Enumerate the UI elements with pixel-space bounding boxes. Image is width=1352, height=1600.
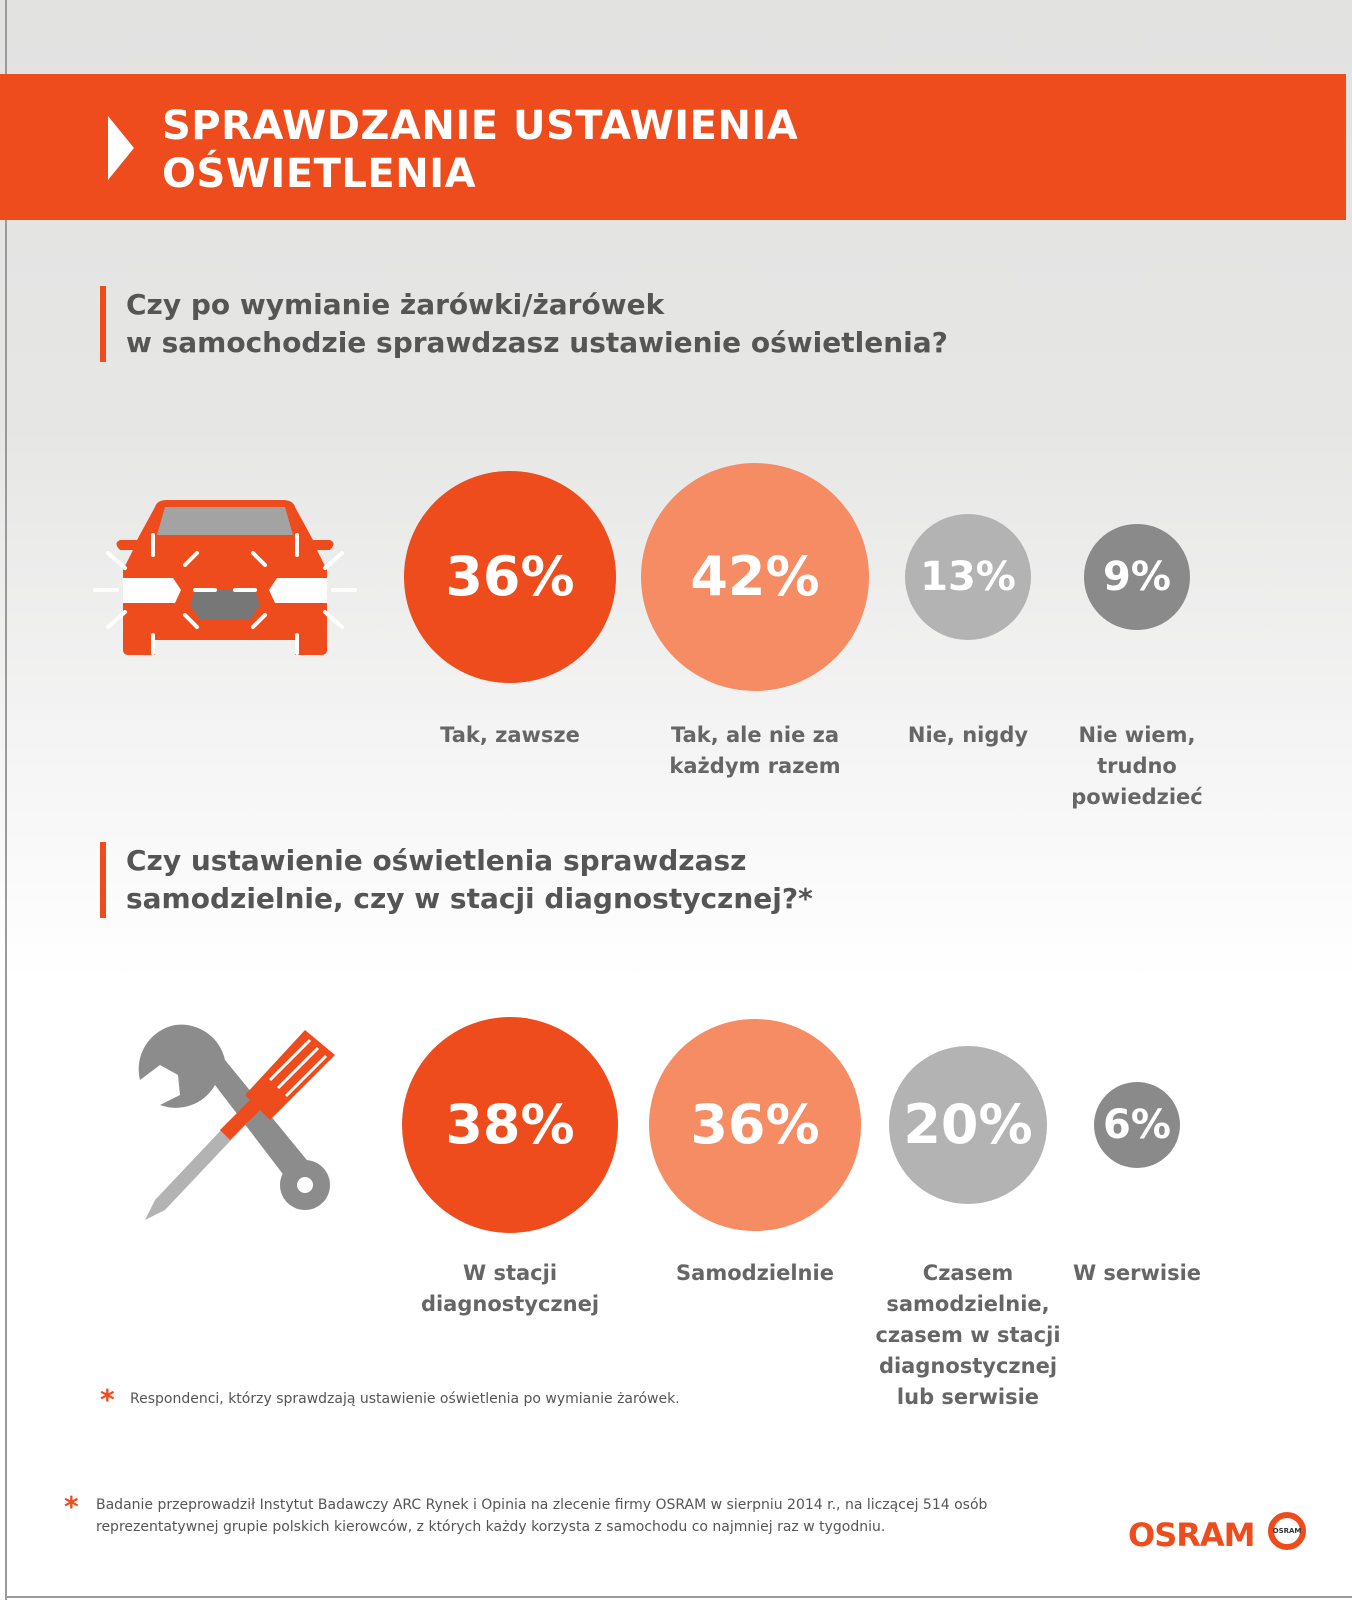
asterisk-icon: *: [64, 1490, 79, 1523]
bubble: 6%: [1093, 1081, 1181, 1169]
bubble-value-label: 9%: [1103, 553, 1171, 600]
bubble-value-label: 36%: [690, 1093, 820, 1157]
bubble: 38%: [401, 1016, 619, 1234]
osram-bulb-logo: OSRAM: [1268, 1512, 1306, 1550]
header-banner: SPRAWDZANIE USTAWIENIA OŚWIETLENIA: [0, 74, 1346, 220]
bubble: 9%: [1084, 524, 1190, 630]
survey-note: Badanie przeprowadził Instytut Badawczy …: [96, 1494, 987, 1538]
bubble-value-label: 20%: [903, 1093, 1033, 1157]
bubble: 20%: [889, 1046, 1047, 1204]
category-label: Samodzielnie: [676, 1261, 834, 1285]
category-label: Nie wiem, trudno powiedzieć: [1071, 723, 1203, 809]
category-label: W serwisie: [1072, 1261, 1202, 1285]
title-line2: OŚWIETLENIA: [162, 151, 477, 197]
question-2: Czy ustawienie oświetlenia sprawdzasz sam…: [100, 842, 813, 918]
q1-line1: Czy po wymianie żarówki/żarówek: [126, 288, 665, 321]
bubble-value-label: 13%: [920, 553, 1016, 600]
category-label: Czasem samodzielnie, czasem w stacji dia…: [875, 1261, 1061, 1409]
respondents-note: Respondenci, którzy sprawdzają ustawieni…: [130, 1391, 680, 1407]
frame-bottom: [5, 1596, 1352, 1598]
category-label: W stacji diagnostycznej: [420, 1261, 600, 1316]
category-label: Tak, zawsze: [440, 723, 580, 747]
category-label: Nie, nigdy: [907, 723, 1029, 747]
arrow-icon: [108, 116, 134, 180]
q2-line1: Czy ustawienie oświetlenia sprawdzasz: [126, 844, 747, 877]
question-1: Czy po wymianie żarówki/żarówek w samocho…: [100, 286, 948, 362]
bubble-value-label: 38%: [445, 1093, 575, 1157]
bubble-value-label: 42%: [690, 545, 820, 609]
asterisk-icon: *: [100, 1383, 115, 1416]
q2-line2: samodzielnie, czy w stacji diagnostyczne…: [126, 882, 813, 915]
q1-line2: w samochodzie sprawdzasz ustawienie oświ…: [126, 326, 948, 359]
frame-left: [5, 0, 7, 1600]
bubble: 36%: [649, 1019, 861, 1231]
title-line1: SPRAWDZANIE USTAWIENIA: [162, 103, 799, 149]
bubble: 36%: [404, 471, 616, 683]
wrench-screwdriver-icon: [138, 1024, 335, 1220]
bubble: 42%: [640, 462, 870, 692]
bubble: 13%: [904, 513, 1032, 641]
category-label: Tak, ale nie za każdym razem: [669, 723, 841, 778]
osram-logo: OSRAM: [1128, 1516, 1255, 1554]
survey-line1: Badanie przeprowadził Instytut Badawczy …: [96, 1497, 988, 1513]
car-headlights-icon: [93, 500, 357, 655]
survey-line2: reprezentatywnej grupie polskich kierowc…: [96, 1519, 886, 1535]
page-title: SPRAWDZANIE USTAWIENIA OŚWIETLENIA: [162, 102, 798, 198]
bubble-value-label: 6%: [1103, 1101, 1171, 1148]
bubble-value-label: 36%: [445, 545, 575, 609]
